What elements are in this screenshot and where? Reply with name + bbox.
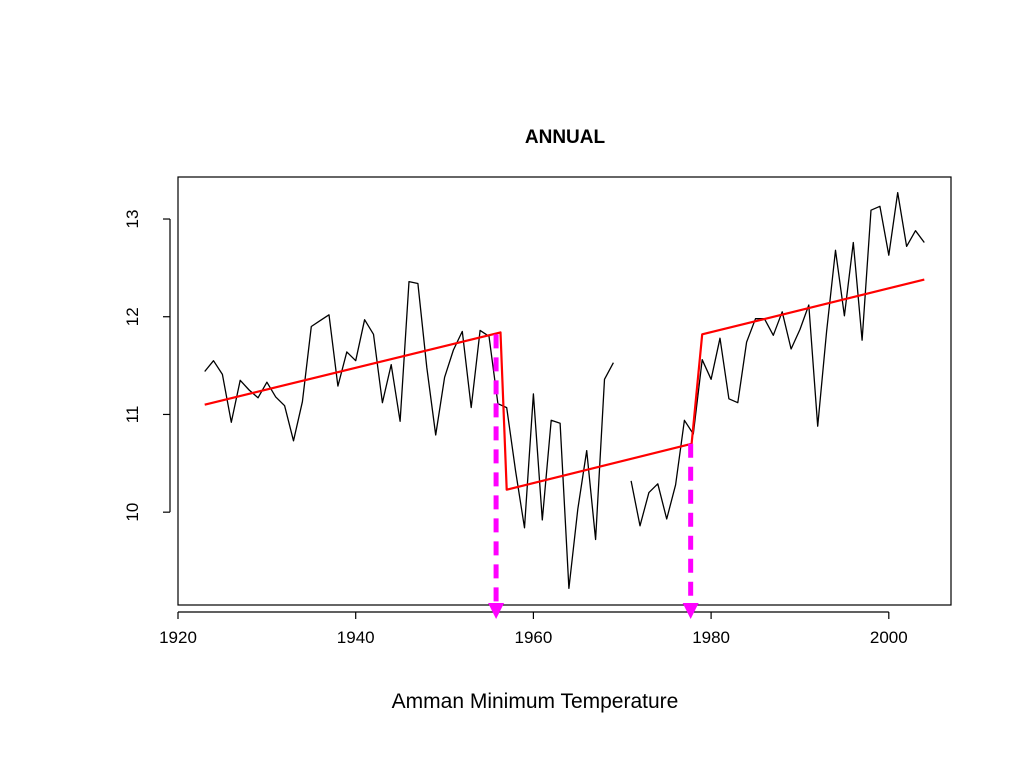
y-axis: 10 11 12 13 (123, 210, 171, 522)
y-tick-label: 11 (123, 406, 142, 424)
annotation-layer (488, 334, 699, 619)
plot-frame (177, 176, 952, 606)
chart-title: ANNUAL (525, 127, 606, 148)
chart-caption: Amman Minimum Temperature (391, 690, 679, 713)
series-layer (204, 191, 925, 590)
x-tick-label: 2000 (870, 628, 908, 647)
change-point-arrow-head (682, 603, 699, 619)
trend-segments-line (204, 278, 925, 491)
x-tick-label: 1980 (692, 628, 730, 647)
change-point-arrow-head (488, 603, 505, 619)
y-tick-label: 12 (123, 307, 142, 326)
y-tick-label: 13 (123, 210, 142, 229)
x-axis: 1920 1940 1960 1980 2000 (159, 611, 908, 647)
x-tick-label: 1960 (514, 628, 552, 647)
y-tick-label: 10 (123, 503, 142, 522)
x-tick-label: 1920 (159, 628, 197, 647)
x-tick-label: 1940 (337, 628, 375, 647)
temperature-series-line (204, 191, 925, 590)
